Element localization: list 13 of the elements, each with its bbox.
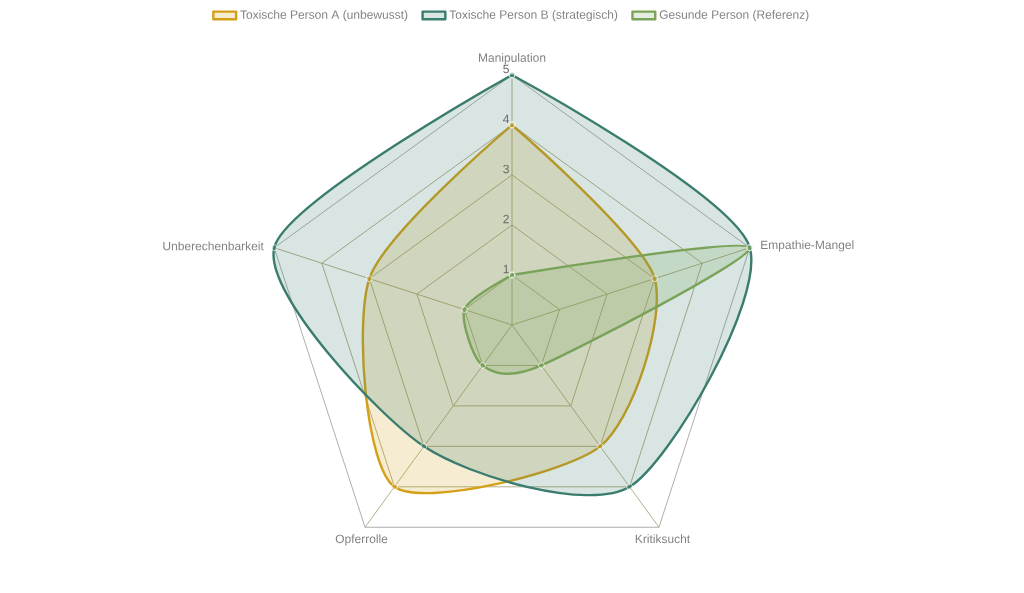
spoke-label: Opferrolle	[335, 534, 388, 546]
y-tick-label: 4	[503, 114, 510, 124]
legend-label: Gesunde Person (Referenz)	[659, 10, 809, 22]
y-tick-label: 3	[503, 164, 509, 174]
y-tick-label: 5	[503, 64, 509, 74]
y-tick-label: 1	[503, 264, 509, 274]
spoke-label: Kritiksucht	[635, 534, 691, 544]
legend-label: Toxische Person A (unbewusst)	[240, 10, 408, 22]
spoke-label: Empathie-Mangel	[761, 240, 854, 252]
spoke-label: Manipulation	[478, 53, 546, 65]
legend-label: Toxische Person B (strategisch)	[449, 10, 618, 22]
y-tick-label: 2	[503, 214, 509, 224]
spoke-label: Unberechenbarkeit	[163, 241, 264, 251]
